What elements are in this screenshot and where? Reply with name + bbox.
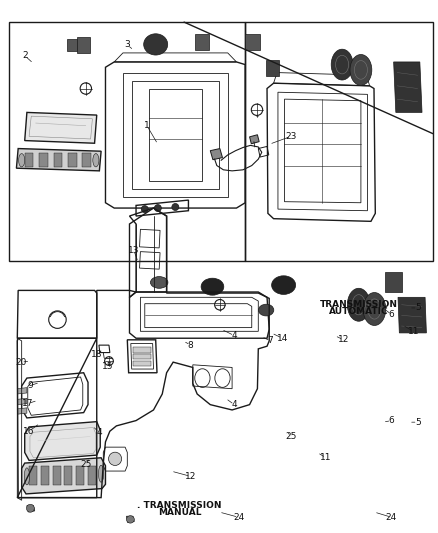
Polygon shape xyxy=(25,112,97,143)
Text: 11: 11 xyxy=(320,453,332,462)
Text: 5: 5 xyxy=(415,303,420,312)
Ellipse shape xyxy=(99,465,104,482)
Circle shape xyxy=(172,204,179,211)
Text: 12: 12 xyxy=(185,472,196,481)
Polygon shape xyxy=(88,466,96,486)
Ellipse shape xyxy=(201,278,224,295)
Text: 5: 5 xyxy=(415,418,420,427)
Polygon shape xyxy=(82,154,91,167)
Text: 18: 18 xyxy=(91,350,102,359)
Text: 14: 14 xyxy=(277,334,288,343)
Text: MANUAL: MANUAL xyxy=(158,508,201,517)
Text: 13: 13 xyxy=(128,246,140,255)
Text: 4: 4 xyxy=(96,428,102,437)
Ellipse shape xyxy=(109,452,122,465)
Polygon shape xyxy=(133,361,151,366)
Ellipse shape xyxy=(331,49,353,80)
Ellipse shape xyxy=(144,34,168,55)
Ellipse shape xyxy=(272,276,296,294)
Text: 9: 9 xyxy=(28,381,33,390)
Text: 11: 11 xyxy=(407,327,419,336)
Polygon shape xyxy=(266,60,279,76)
Ellipse shape xyxy=(127,516,134,523)
Ellipse shape xyxy=(24,468,29,485)
Text: 2: 2 xyxy=(22,51,28,60)
Text: 24: 24 xyxy=(386,513,397,522)
Ellipse shape xyxy=(347,288,370,321)
Polygon shape xyxy=(195,34,209,50)
Polygon shape xyxy=(133,348,151,352)
Text: 24: 24 xyxy=(233,513,244,522)
Text: 15: 15 xyxy=(102,362,113,371)
Text: 8: 8 xyxy=(188,341,194,350)
Polygon shape xyxy=(127,516,134,522)
Polygon shape xyxy=(394,62,422,112)
Polygon shape xyxy=(76,466,84,486)
Polygon shape xyxy=(17,408,27,414)
Text: 3: 3 xyxy=(124,41,130,50)
Polygon shape xyxy=(25,154,33,167)
Text: TRANSMISSION: TRANSMISSION xyxy=(320,300,398,309)
Text: 6: 6 xyxy=(389,416,394,425)
Text: 4: 4 xyxy=(231,400,237,409)
Text: AUTOMATIC: AUTOMATIC xyxy=(329,307,389,316)
Text: 12: 12 xyxy=(338,335,349,344)
Polygon shape xyxy=(210,149,223,160)
Polygon shape xyxy=(398,297,426,333)
Polygon shape xyxy=(77,37,90,53)
Ellipse shape xyxy=(18,154,25,167)
Polygon shape xyxy=(39,154,48,167)
Ellipse shape xyxy=(363,293,386,326)
Polygon shape xyxy=(67,39,77,51)
Circle shape xyxy=(154,205,161,212)
Ellipse shape xyxy=(93,154,99,167)
Polygon shape xyxy=(27,506,35,512)
Text: 1: 1 xyxy=(144,121,150,130)
Polygon shape xyxy=(21,458,106,494)
Circle shape xyxy=(141,206,148,213)
Polygon shape xyxy=(41,466,49,486)
Text: 20: 20 xyxy=(15,358,27,367)
Text: 6: 6 xyxy=(389,310,394,319)
Ellipse shape xyxy=(258,304,274,316)
Text: 7: 7 xyxy=(268,336,273,345)
Text: 23: 23 xyxy=(285,132,297,141)
Text: 25: 25 xyxy=(285,432,297,441)
Polygon shape xyxy=(133,354,151,359)
Polygon shape xyxy=(68,154,77,167)
Ellipse shape xyxy=(350,54,372,85)
Text: 25: 25 xyxy=(80,459,92,469)
Polygon shape xyxy=(53,466,60,486)
Polygon shape xyxy=(25,422,100,461)
Polygon shape xyxy=(245,34,260,50)
Polygon shape xyxy=(53,154,62,167)
Ellipse shape xyxy=(26,504,34,512)
Polygon shape xyxy=(250,135,259,144)
Text: . TRANSMISSION: . TRANSMISSION xyxy=(138,501,222,510)
Polygon shape xyxy=(17,398,27,405)
Text: 16: 16 xyxy=(23,427,35,435)
Polygon shape xyxy=(385,272,403,292)
Polygon shape xyxy=(64,466,72,486)
Polygon shape xyxy=(29,466,37,486)
Text: 17: 17 xyxy=(22,399,34,408)
Polygon shape xyxy=(16,149,101,171)
Polygon shape xyxy=(17,387,27,394)
Text: 4: 4 xyxy=(231,331,237,340)
Ellipse shape xyxy=(150,277,168,288)
